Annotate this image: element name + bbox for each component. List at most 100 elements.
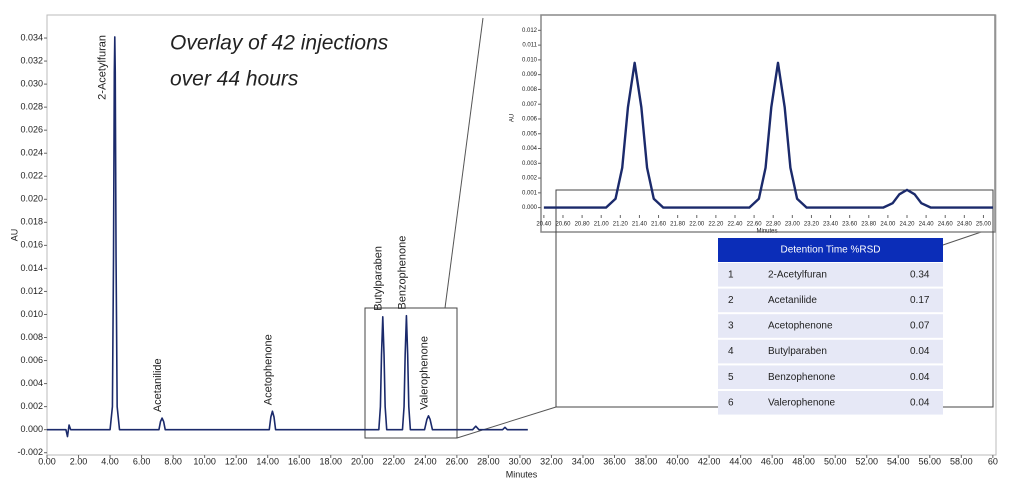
- x-axis-label: Minutes: [756, 229, 777, 235]
- table-header: Detention Time %RSD: [780, 245, 880, 256]
- y-tick-label: 0.026: [20, 125, 43, 135]
- annotation: over 44 hours: [170, 68, 299, 91]
- table-cell: 6: [728, 397, 734, 408]
- table-cell: 0.34: [910, 269, 930, 280]
- x-tick-label: 24.40: [919, 222, 935, 228]
- x-tick-label: 20.80: [575, 222, 591, 228]
- x-tick-label: 46.00: [761, 456, 784, 466]
- x-tick-label: 42.00: [698, 456, 721, 466]
- x-tick-label: 21.00: [594, 222, 610, 228]
- x-tick-label: 28.00: [477, 456, 500, 466]
- y-tick-label: 0.002: [522, 176, 538, 182]
- x-tick-label: 20.60: [555, 222, 571, 228]
- table-cell: 0.04: [910, 372, 930, 383]
- y-tick-label: -0.002: [17, 447, 43, 457]
- y-tick-label: 0.006: [522, 117, 538, 123]
- x-tick-label: 58.00: [950, 456, 973, 466]
- y-tick-label: 0.008: [20, 332, 43, 342]
- table-header-bg: [718, 238, 943, 262]
- x-tick-label: 21.80: [670, 222, 686, 228]
- x-tick-label: 60: [988, 456, 998, 466]
- y-tick-label: 0.012: [522, 28, 538, 34]
- x-tick-label: 26.00: [446, 456, 469, 466]
- table-cell: 0.04: [910, 346, 930, 357]
- x-tick-label: 44.00: [729, 456, 752, 466]
- x-tick-label: 2.00: [70, 456, 88, 466]
- y-tick-label: 0.018: [20, 217, 43, 227]
- x-tick-label: 40.00: [666, 456, 689, 466]
- table-cell: Butylparaben: [768, 346, 827, 357]
- x-tick-label: 23.00: [785, 222, 801, 228]
- table-row-bg: [718, 263, 943, 287]
- x-tick-label: 24.80: [957, 222, 973, 228]
- x-tick-label: 0.00: [38, 456, 56, 466]
- y-tick-label: 0.002: [20, 401, 43, 411]
- x-tick-label: 14.00: [256, 456, 279, 466]
- zoom-box: [364, 307, 458, 439]
- x-tick-label: 23.20: [804, 222, 820, 228]
- peak-label: Valerophenone: [418, 336, 430, 410]
- peak-label: Benzophenone: [396, 236, 408, 310]
- y-tick-label: 0.007: [522, 102, 538, 108]
- y-tick-label: 0.004: [522, 146, 538, 152]
- y-tick-label: 0.003: [522, 161, 538, 167]
- x-tick-label: 6.00: [133, 456, 151, 466]
- y-tick-label: 0.008: [522, 87, 538, 93]
- x-tick-label: 23.80: [861, 222, 877, 228]
- trace: [543, 61, 993, 209]
- x-tick-label: 36.00: [603, 456, 626, 466]
- y-tick-label: 0.004: [20, 378, 43, 388]
- table-row-bg: [718, 365, 943, 389]
- table-cell: 0.07: [910, 321, 930, 332]
- x-tick-label: 8.00: [164, 456, 182, 466]
- x-tick-label: 12.00: [225, 456, 248, 466]
- x-tick-label: 23.40: [823, 222, 839, 228]
- zoom-connector: [456, 406, 557, 439]
- table-cell: 2: [728, 295, 734, 306]
- x-tick-label: 22.60: [747, 222, 763, 228]
- table-cell: 0.17: [910, 295, 930, 306]
- table-row-bg: [718, 288, 943, 313]
- x-axis-label: Minutes: [506, 469, 538, 479]
- table-cell: Acetanilide: [768, 295, 817, 306]
- table-row-bg: [718, 339, 943, 364]
- y-tick-label: 0.028: [20, 102, 43, 112]
- y-axis-label: AU: [510, 114, 516, 122]
- inset-frame: [540, 14, 996, 233]
- x-tick-label: 32.00: [540, 456, 563, 466]
- y-tick-label: 0.011: [522, 43, 537, 49]
- x-tick-label: 24.00: [414, 456, 437, 466]
- x-tick-label: 52.00: [855, 456, 878, 466]
- x-tick-label: 21.60: [651, 222, 667, 228]
- x-tick-label: 24.60: [938, 222, 954, 228]
- y-tick-label: 0.014: [20, 263, 43, 273]
- x-tick-label: 22.40: [727, 222, 743, 228]
- x-tick-label: 54.00: [887, 456, 910, 466]
- x-tick-label: 38.00: [635, 456, 658, 466]
- table-cell: 3: [728, 321, 734, 332]
- y-tick-label: 0.005: [522, 131, 538, 137]
- table-cell: Acetophenone: [768, 321, 833, 332]
- annotation: Overlay of 42 injections: [170, 32, 389, 55]
- y-axis-label: AU: [9, 229, 19, 242]
- peak-label: 2-Acetylfuran: [97, 35, 109, 100]
- chart: -0.0020.0000.0020.0040.0060.0080.0100.01…: [9, 32, 997, 479]
- y-tick-label: 0.030: [20, 78, 43, 88]
- x-tick-label: 48.00: [792, 456, 815, 466]
- table-cell: 5: [728, 372, 734, 383]
- table-cell: Valerophenone: [768, 397, 836, 408]
- peak-label: Acetophenone: [262, 334, 274, 405]
- x-tick-label: 50.00: [824, 456, 847, 466]
- y-tick-label: 0.000: [20, 424, 43, 434]
- x-tick-label: 4.00: [101, 456, 119, 466]
- y-tick-label: 0.034: [20, 32, 43, 42]
- x-tick-label: 16.00: [288, 456, 311, 466]
- y-tick-label: 0.009: [522, 72, 538, 78]
- chart: 0.000 0.001 0.002 0.003 0.004 0.005 0.006 0.007…: [510, 28, 993, 235]
- y-tick-label: 0.006: [20, 355, 43, 365]
- x-tick-label: 10.00: [193, 456, 216, 466]
- table-cell: 2-Acetylfuran: [768, 269, 827, 280]
- x-tick-label: 30.00: [509, 456, 532, 466]
- trace: [47, 36, 528, 438]
